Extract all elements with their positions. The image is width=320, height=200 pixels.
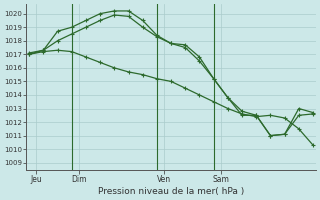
X-axis label: Pression niveau de la mer( hPa ): Pression niveau de la mer( hPa ) [98,187,244,196]
